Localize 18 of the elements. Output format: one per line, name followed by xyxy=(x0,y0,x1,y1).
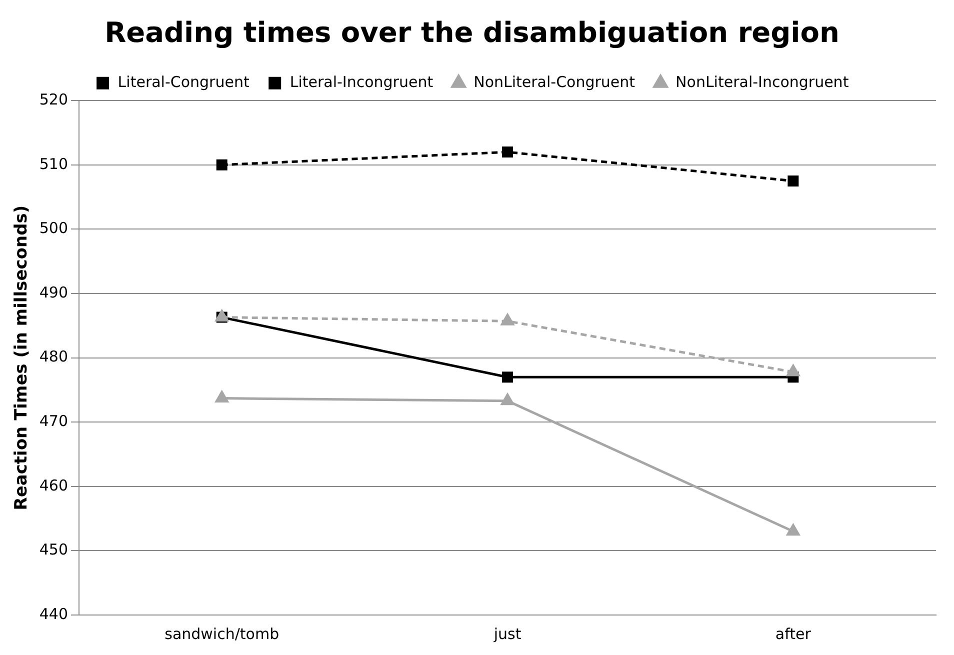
legend-label: Literal-Congruent xyxy=(118,72,250,91)
legend-label: Literal-Incongruent xyxy=(290,72,434,91)
y-tick-label: 440 xyxy=(39,604,68,623)
legend-label: NonLiteral-Incongruent xyxy=(676,72,849,91)
legend-label: NonLiteral-Congruent xyxy=(474,72,636,91)
chart-title: Reading times over the disambiguation region xyxy=(104,16,840,50)
y-tick-label: 470 xyxy=(39,412,68,430)
y-axis-title: Reaction Times (in millseconds) xyxy=(12,205,32,510)
y-tick-label: 450 xyxy=(39,540,68,559)
y-tick-label: 480 xyxy=(39,348,68,366)
y-tick-label: 510 xyxy=(39,154,68,173)
x-tick-label: sandwich/tomb xyxy=(164,624,280,643)
y-tick-label: 500 xyxy=(39,219,68,238)
x-tick-label: just xyxy=(492,624,522,643)
y-tick-label: 520 xyxy=(39,90,68,108)
y-tick-label: 460 xyxy=(39,476,68,494)
y-tick-label: 490 xyxy=(39,283,68,302)
x-tick-label: after xyxy=(775,624,812,643)
